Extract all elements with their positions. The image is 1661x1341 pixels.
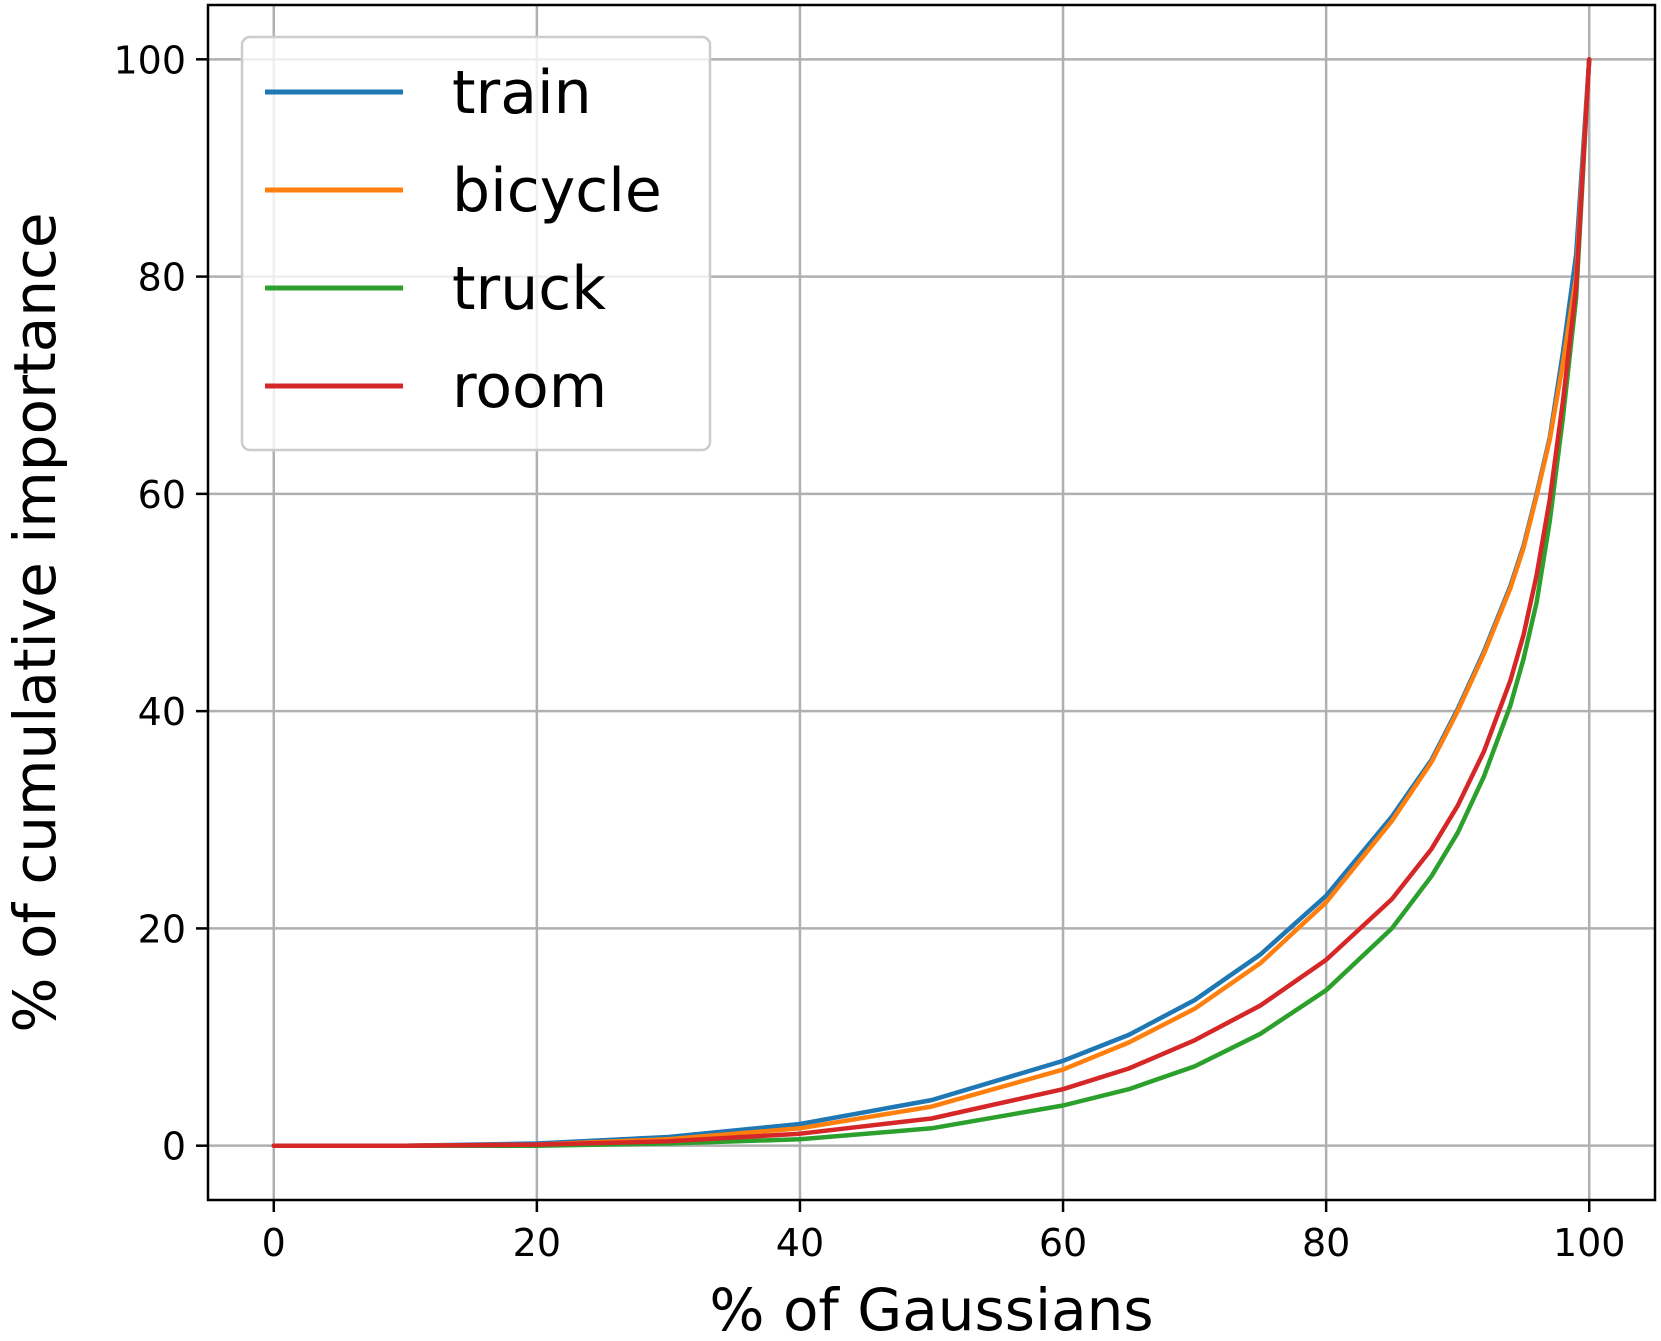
y-tick-label: 100 (113, 38, 186, 82)
x-tick-label: 0 (262, 1221, 286, 1265)
series-line-bicycle (271, 57, 1592, 1148)
y-tick-label: 40 (138, 690, 186, 734)
y-axis-label: % of cumulative importance (1, 212, 69, 1032)
plot-frame (206, 3, 1657, 1202)
series-line-truck (271, 57, 1592, 1148)
legend-box (240, 35, 712, 452)
y-tick-label: 80 (138, 256, 186, 300)
y-tick-label: 0 (162, 1125, 186, 1169)
grid (208, 5, 1655, 1200)
x-tick-label: 40 (776, 1221, 824, 1265)
x-tick-label: 60 (1039, 1221, 1087, 1265)
legend-label-train: train (452, 58, 592, 128)
x-tick-label: 100 (1553, 1221, 1626, 1265)
x-tick-label: 20 (513, 1221, 561, 1265)
x-axis-label: % of Gaussians (709, 1276, 1153, 1341)
legend-label-bicycle: bicycle (452, 156, 662, 226)
legend-label-room: room (452, 352, 607, 422)
y-tick-label: 20 (138, 907, 186, 951)
legend-label-truck: truck (452, 254, 606, 324)
x-tick-label: 80 (1302, 1221, 1350, 1265)
series-lines (271, 57, 1592, 1148)
series-line-room (271, 57, 1592, 1148)
axis-ticks: 0 20 40 60 80 100 0 20 40 60 80 100 (113, 38, 1625, 1265)
y-tick-label: 60 (138, 473, 186, 517)
legend: train bicycle truck room (240, 35, 712, 452)
